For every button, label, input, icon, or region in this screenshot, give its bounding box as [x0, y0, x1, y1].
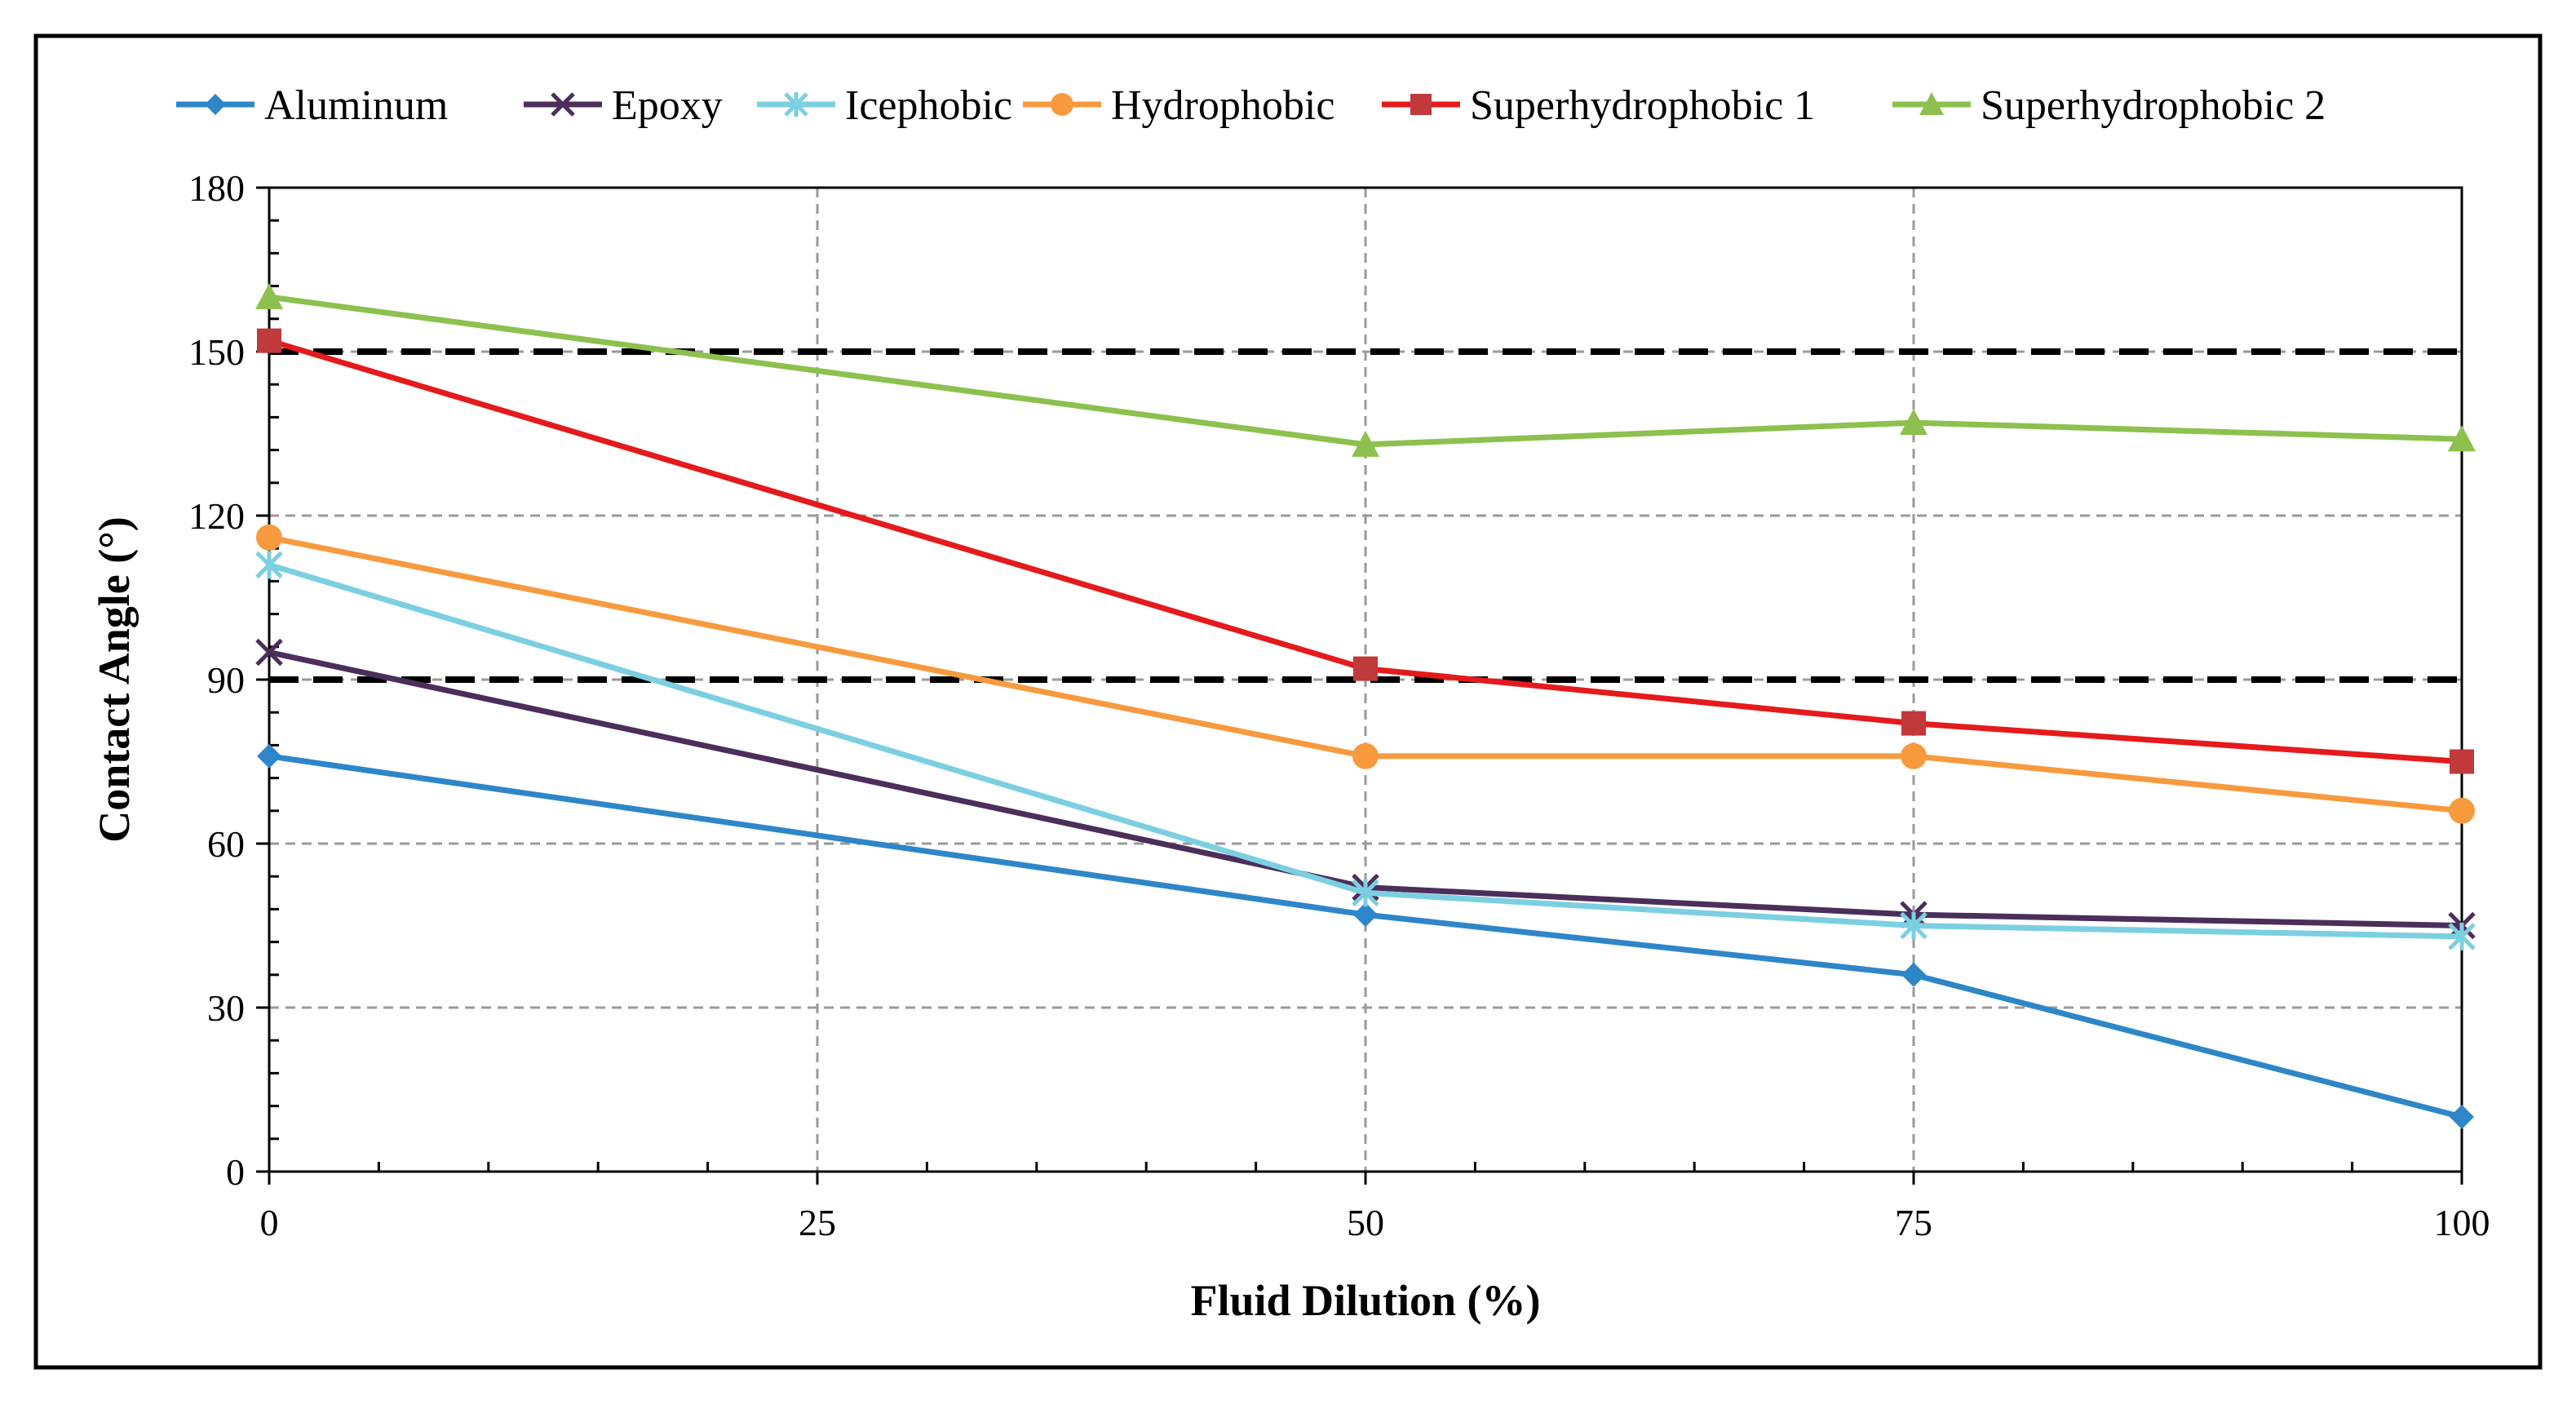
series-line	[268, 294, 2463, 448]
legend-label: Aluminum	[264, 82, 448, 129]
data-point	[1352, 742, 1379, 769]
y-axis-title: Contact Angle (°)	[90, 516, 139, 843]
series-superhydrophobic-2	[255, 283, 2476, 457]
x-tick-label: 50	[1347, 1202, 1384, 1243]
data-series	[255, 283, 2476, 1129]
data-point	[2448, 425, 2476, 452]
data-point	[205, 94, 226, 115]
series-line	[268, 753, 2463, 1120]
series-line	[268, 534, 2463, 814]
data-point	[1353, 656, 1378, 681]
data-point	[255, 638, 283, 667]
data-point	[2450, 1105, 2474, 1129]
y-tick-label: 60	[207, 823, 245, 865]
legend: Aluminum Epoxy Icephobic Hydrophobic Superhy…	[176, 82, 2326, 129]
data-point	[1051, 93, 1073, 116]
data-point	[2448, 922, 2476, 950]
x-tick-label: 25	[799, 1202, 836, 1243]
series-hydrophobic	[256, 524, 2475, 824]
data-point	[1410, 94, 1432, 115]
data-point	[1352, 879, 1379, 907]
x-tick-label: 100	[2434, 1202, 2490, 1243]
y-tick-label: 150	[188, 331, 245, 373]
legend-item: Hydrophobic	[1023, 82, 1334, 129]
y-tick-label: 0	[226, 1151, 245, 1193]
data-point	[256, 524, 282, 551]
y-tick-label: 90	[207, 659, 245, 701]
series-superhydrophobic-1	[257, 328, 2474, 774]
data-point	[1901, 742, 1927, 769]
data-point	[1900, 911, 1928, 940]
legend-label: Hydrophobic	[1111, 82, 1334, 129]
legend-item: Superhydrophobic 2	[1892, 82, 2326, 129]
x-tick-label: 75	[1895, 1202, 1932, 1243]
data-point	[1352, 430, 1379, 457]
data-point	[257, 328, 281, 353]
data-point	[1353, 902, 1378, 928]
series-aluminum	[257, 743, 2474, 1129]
legend-label: Superhydrophobic 1	[1470, 82, 1815, 129]
data-point	[255, 551, 283, 579]
data-point	[255, 283, 283, 309]
data-point	[551, 92, 575, 117]
axis-ticks	[256, 186, 2463, 1185]
y-tick-label: 120	[188, 495, 245, 537]
x-tick-label: 0	[260, 1202, 279, 1243]
series-line	[268, 338, 2463, 764]
marker-stroke	[551, 92, 575, 117]
data-point	[784, 92, 808, 117]
legend-label: Epoxy	[612, 82, 723, 129]
x-axis-title: Fluid Dilution (%)	[1190, 1276, 1540, 1325]
data-point	[2450, 749, 2474, 774]
legend-item: Aluminum	[176, 82, 448, 129]
data-point	[1901, 711, 1926, 736]
series-line	[268, 649, 2463, 928]
y-tick-label: 180	[188, 167, 245, 209]
reference-lines	[269, 348, 2462, 683]
legend-item: Superhydrophobic 1	[1382, 82, 1815, 129]
data-point	[2449, 797, 2475, 824]
data-point	[1901, 962, 1926, 987]
tick-labels: 0 30 60 90 120 150 180 0 25 50 75 100	[188, 167, 2490, 1243]
legend-label: Icephobic	[845, 82, 1012, 129]
chart-frame	[33, 33, 2543, 1370]
legend-label: Superhydrophobic 2	[1981, 82, 2326, 129]
legend-item: Epoxy	[524, 82, 723, 129]
legend-item: Icephobic	[757, 82, 1012, 129]
marker-stroke	[255, 638, 283, 667]
series-line	[268, 561, 2463, 940]
data-point	[1919, 92, 1944, 115]
y-tick-label: 30	[207, 987, 245, 1029]
data-point	[1900, 409, 1928, 436]
data-point	[257, 743, 281, 769]
series-icephobic	[255, 551, 2476, 950]
